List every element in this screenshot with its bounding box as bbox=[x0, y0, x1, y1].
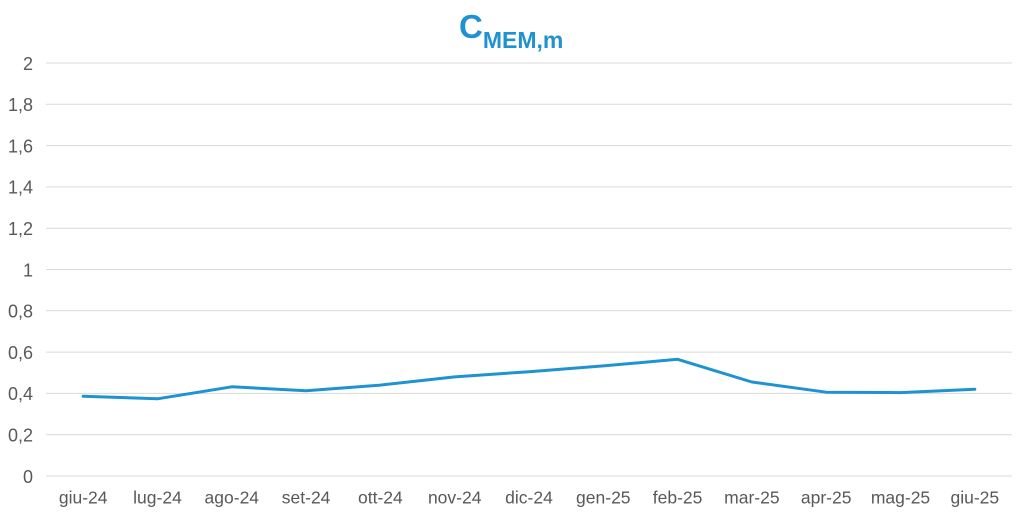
svg-text:gen-25: gen-25 bbox=[576, 488, 631, 508]
svg-text:0,8: 0,8 bbox=[8, 302, 33, 322]
svg-text:2: 2 bbox=[23, 54, 33, 74]
svg-text:0: 0 bbox=[23, 467, 33, 487]
svg-text:1,4: 1,4 bbox=[8, 178, 33, 198]
svg-text:1: 1 bbox=[23, 260, 33, 280]
svg-text:set-24: set-24 bbox=[282, 488, 331, 508]
svg-text:1,2: 1,2 bbox=[8, 219, 33, 239]
svg-text:nov-24: nov-24 bbox=[428, 488, 482, 508]
svg-text:giu-25: giu-25 bbox=[950, 488, 999, 508]
svg-text:ago-24: ago-24 bbox=[205, 488, 260, 508]
svg-text:giu-24: giu-24 bbox=[59, 488, 108, 508]
svg-text:dic-24: dic-24 bbox=[505, 488, 553, 508]
svg-text:0,4: 0,4 bbox=[8, 384, 33, 404]
svg-text:apr-25: apr-25 bbox=[801, 488, 852, 508]
svg-text:0,2: 0,2 bbox=[8, 426, 33, 446]
svg-text:ott-24: ott-24 bbox=[358, 488, 403, 508]
svg-text:1,6: 1,6 bbox=[8, 136, 33, 156]
svg-text:feb-25: feb-25 bbox=[653, 488, 703, 508]
svg-text:1,8: 1,8 bbox=[8, 95, 33, 115]
svg-text:mag-25: mag-25 bbox=[871, 488, 930, 508]
svg-text:lug-24: lug-24 bbox=[133, 488, 182, 508]
svg-text:mar-25: mar-25 bbox=[724, 488, 779, 508]
svg-text:0,6: 0,6 bbox=[8, 343, 33, 363]
